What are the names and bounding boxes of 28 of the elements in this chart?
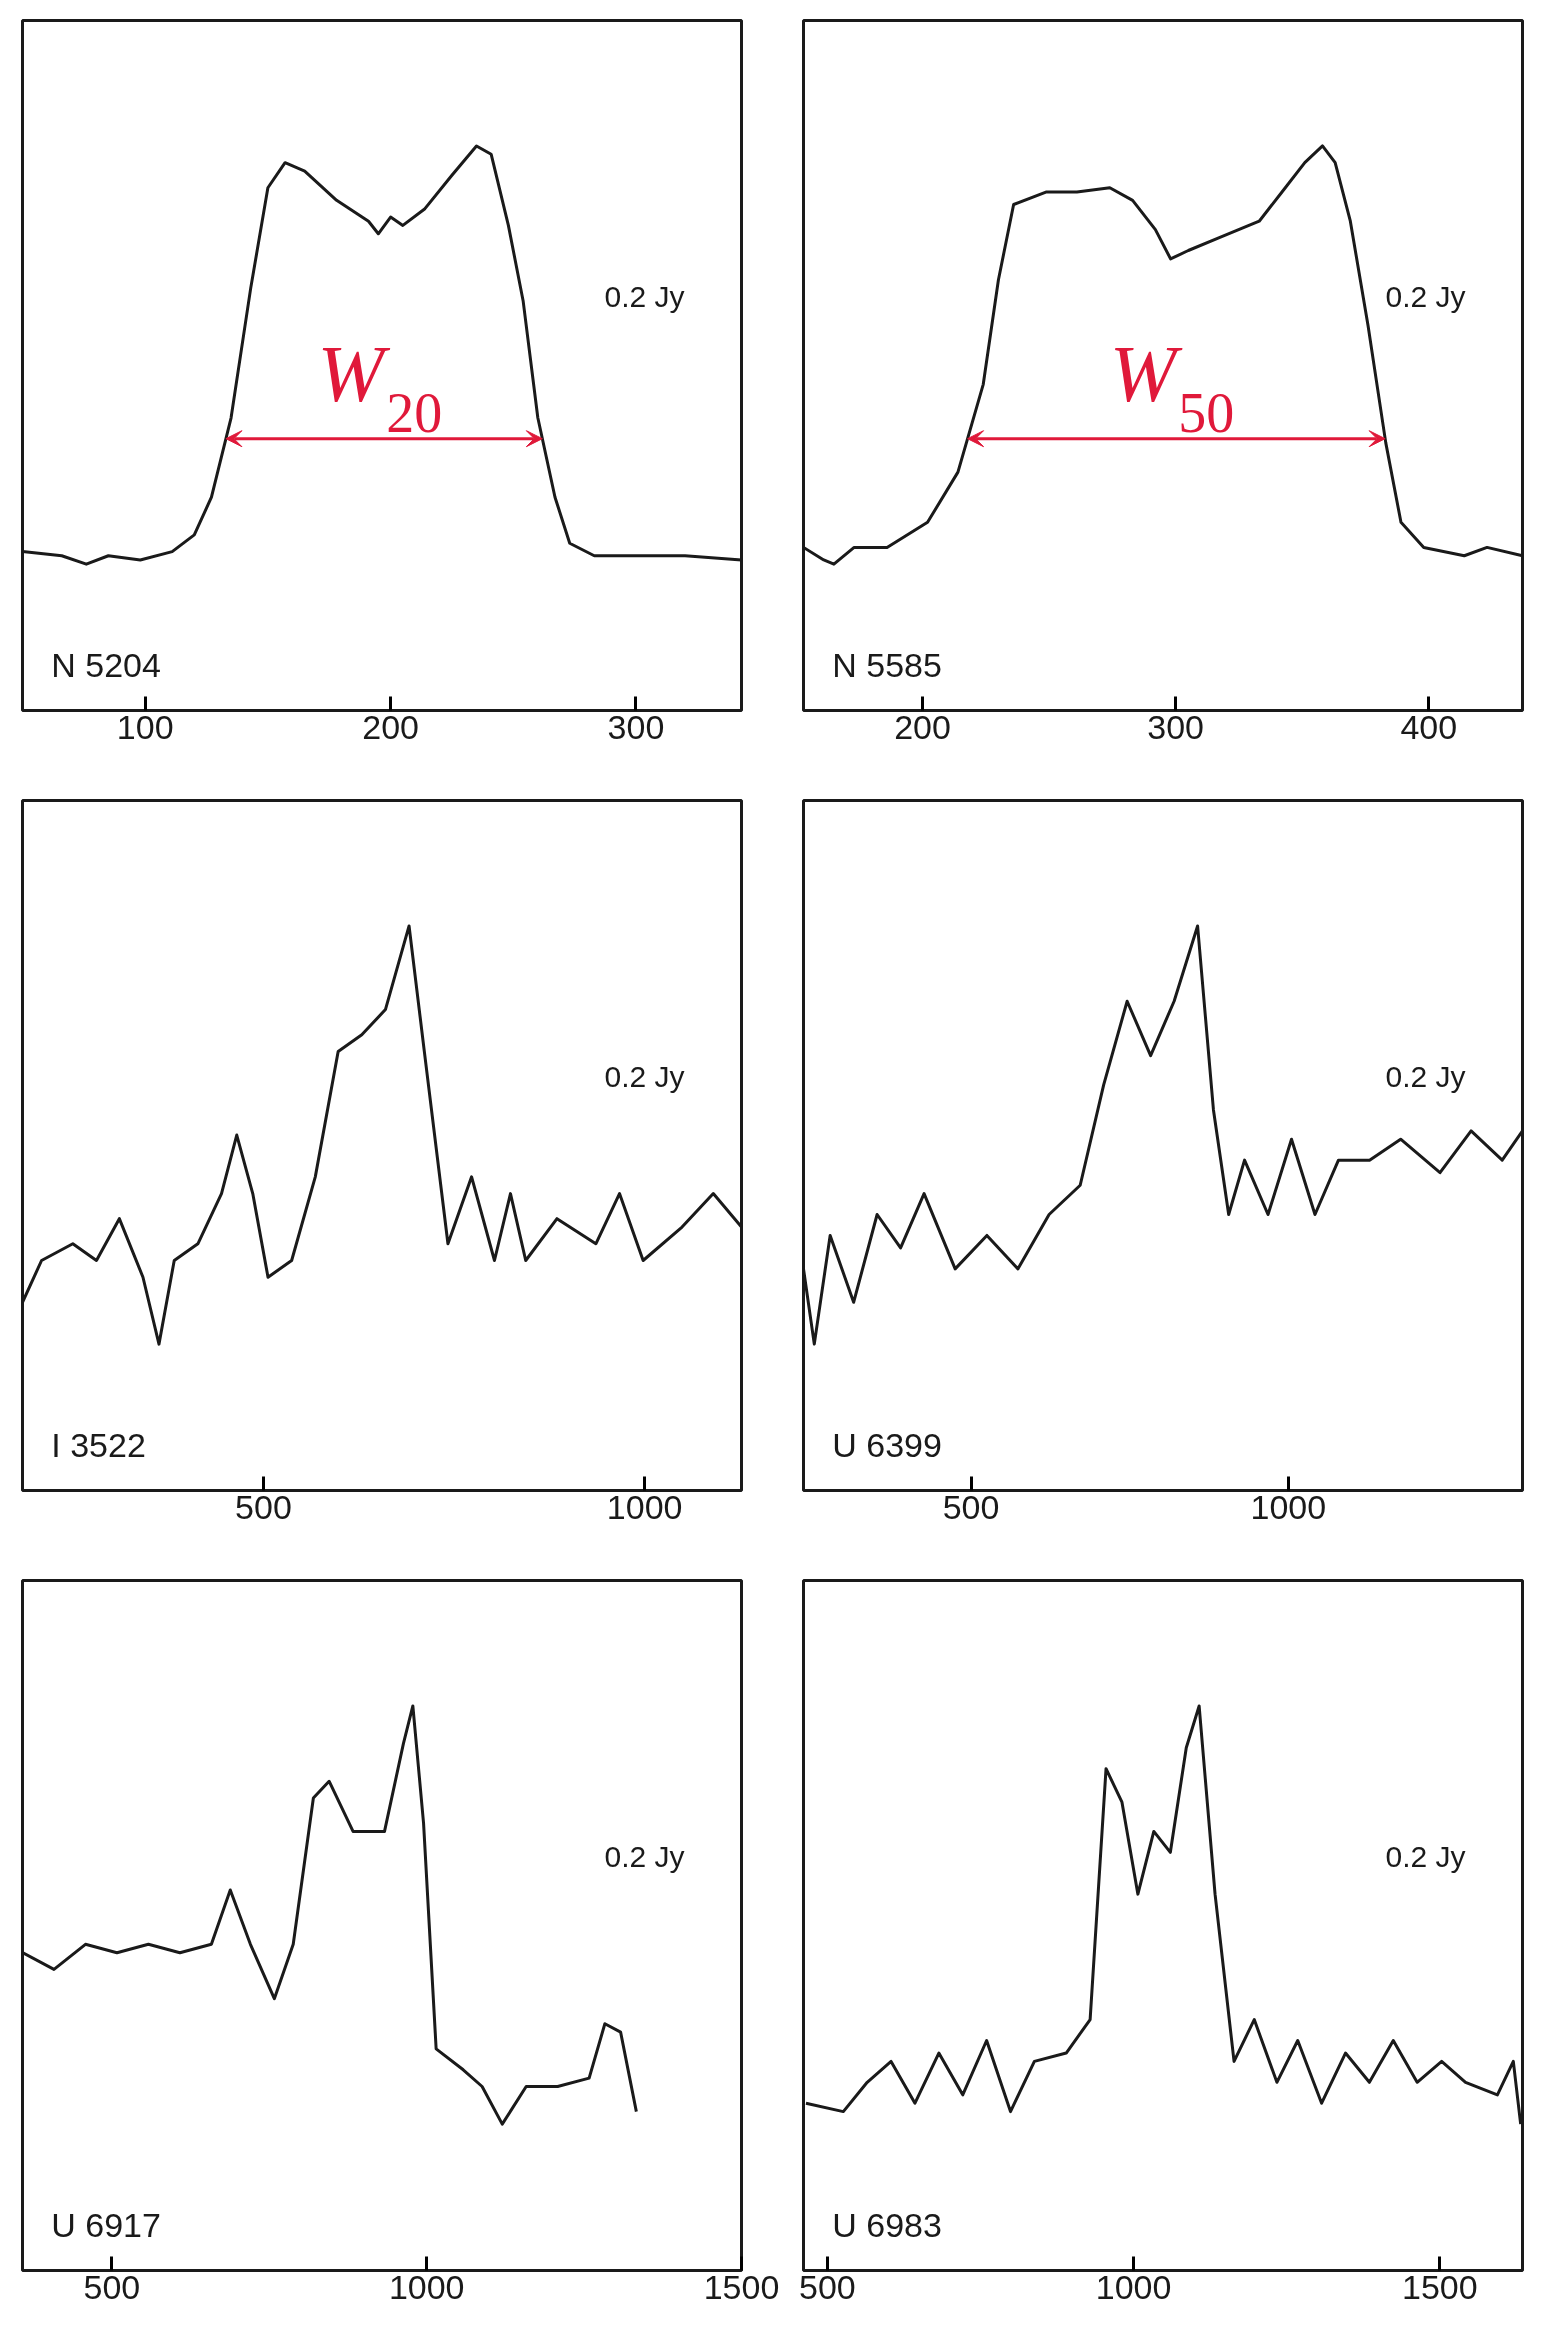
text: I 3522 [51,1425,146,1464]
x-tick-label: 500 [799,2267,856,2306]
annotation: 0.2 Jy [604,1840,685,1873]
x-tick-label: 500 [942,1487,1000,1526]
x-tick-label: 1000 [388,2267,465,2306]
annotation: 0.2 Jy [604,1060,685,1093]
annotation: 0.2 Jy [1385,280,1466,313]
x-tick-label: 1500 [703,2267,780,2306]
annotation: 0.2 Jy [604,280,685,313]
annotation: 0.2 Jy [1385,1840,1466,1873]
text: U 6399 [832,1425,942,1464]
x-tick-label: 400 [1400,707,1458,746]
x-tick-label: 300 [607,707,665,746]
x-tick-label: 1000 [1095,2267,1172,2306]
text: N 5204 [51,645,161,684]
text: N 5585 [832,645,942,684]
x-tick-label: 200 [894,707,951,746]
x-tick-label: 1000 [606,1487,683,1526]
x-tick-label: 300 [1147,707,1205,746]
text: U 6917 [51,2205,161,2244]
x-tick-label: 1000 [1250,1487,1327,1526]
x-tick-label: 1500 [1402,2267,1478,2306]
x-tick-label: 200 [362,707,419,746]
annotation: 0.2 Jy [1385,1060,1466,1093]
text: U 6983 [832,2205,942,2244]
x-tick-label: 500 [83,2267,141,2306]
x-tick-label: 500 [235,1487,292,1526]
x-tick-label: 100 [116,707,174,746]
